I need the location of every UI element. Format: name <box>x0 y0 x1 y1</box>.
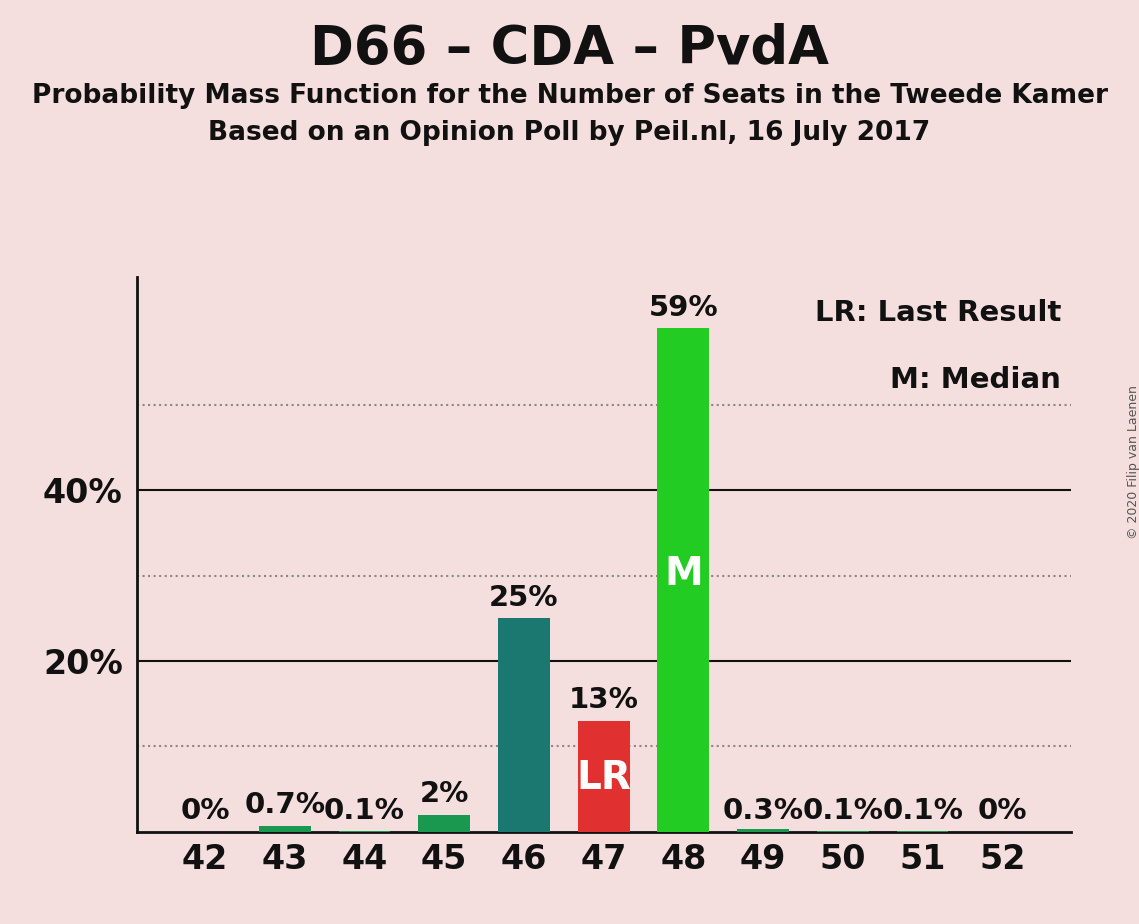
Text: 2%: 2% <box>419 780 469 808</box>
Text: 0.3%: 0.3% <box>722 796 804 825</box>
Text: 25%: 25% <box>489 584 559 612</box>
Text: M: Median: M: Median <box>891 366 1062 394</box>
Text: LR: LR <box>576 760 631 797</box>
Bar <box>657 328 710 832</box>
Text: 0.7%: 0.7% <box>244 791 326 819</box>
Text: Based on an Opinion Poll by Peil.nl, 16 July 2017: Based on an Opinion Poll by Peil.nl, 16 … <box>208 120 931 146</box>
Text: © 2020 Filip van Laenen: © 2020 Filip van Laenen <box>1126 385 1139 539</box>
Bar <box>737 829 789 832</box>
Text: 0.1%: 0.1% <box>325 796 405 825</box>
Text: LR: Last Result: LR: Last Result <box>814 299 1062 327</box>
Bar <box>418 815 470 832</box>
Text: 13%: 13% <box>568 686 639 714</box>
Bar <box>577 721 630 832</box>
Text: 0.1%: 0.1% <box>882 796 962 825</box>
Text: D66 – CDA – PvdA: D66 – CDA – PvdA <box>310 23 829 75</box>
Text: 0%: 0% <box>180 796 230 825</box>
Text: Probability Mass Function for the Number of Seats in the Tweede Kamer: Probability Mass Function for the Number… <box>32 83 1107 109</box>
Bar <box>498 618 550 832</box>
Text: 0%: 0% <box>977 796 1027 825</box>
Text: 0.1%: 0.1% <box>802 796 883 825</box>
Text: M: M <box>664 554 703 593</box>
Bar <box>259 826 311 832</box>
Text: 59%: 59% <box>648 294 719 322</box>
